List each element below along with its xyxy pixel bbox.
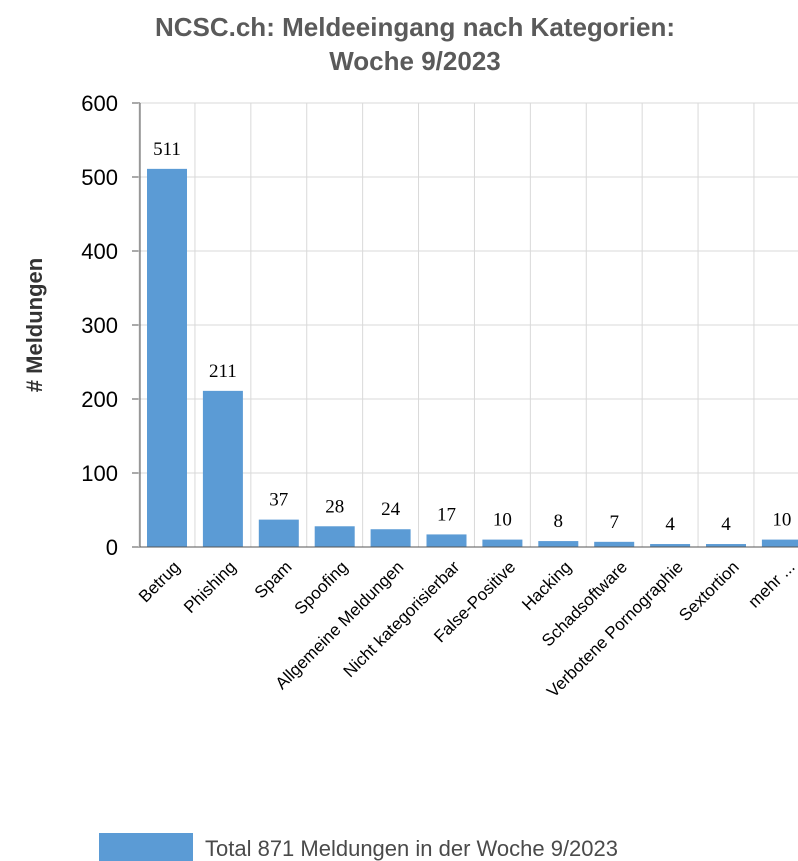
data-label: 7 bbox=[609, 512, 619, 533]
y-tick-label: 0 bbox=[106, 535, 118, 560]
data-label: 511 bbox=[153, 139, 181, 160]
x-tick-label: Hacking bbox=[518, 557, 575, 614]
legend-swatch bbox=[99, 833, 193, 861]
data-labels: 511 211 37 28 24 17 10 8 7 4 4 10 bbox=[153, 139, 791, 535]
data-label: 211 bbox=[209, 361, 237, 382]
data-label: 8 bbox=[554, 511, 564, 532]
bar-11 bbox=[761, 539, 798, 547]
chart-title-line2: Woche 9/2023 bbox=[329, 46, 501, 76]
grid-lines bbox=[132, 102, 798, 548]
bar-1 bbox=[202, 390, 243, 547]
bar-7 bbox=[538, 541, 579, 547]
data-label: 17 bbox=[437, 504, 456, 525]
axes bbox=[139, 103, 798, 548]
x-tick-label: Phishing bbox=[180, 557, 240, 617]
data-label: 24 bbox=[381, 499, 401, 520]
y-tick-label: 100 bbox=[81, 461, 118, 486]
legend-label: Total 871 Meldungen in der Woche 9/2023 bbox=[205, 836, 618, 861]
x-tick-label: Spam bbox=[251, 557, 296, 602]
data-label: 10 bbox=[772, 510, 791, 531]
y-tick-label: 400 bbox=[81, 239, 118, 264]
data-label: 4 bbox=[665, 514, 675, 535]
bar-4 bbox=[370, 529, 411, 547]
chart-title-line1: NCSC.ch: Meldeeingang nach Kategorien: bbox=[155, 12, 675, 42]
y-tick-label: 500 bbox=[81, 165, 118, 190]
data-label: 10 bbox=[493, 510, 512, 531]
bar-3 bbox=[314, 526, 355, 547]
bar-0 bbox=[147, 168, 187, 548]
data-label: 4 bbox=[721, 514, 731, 535]
x-tick-label: Sextortion bbox=[675, 557, 743, 625]
y-tick-label: 300 bbox=[81, 313, 118, 338]
y-tick-label: 200 bbox=[81, 387, 118, 412]
bar-5 bbox=[426, 534, 467, 547]
x-tick-label: Betrug bbox=[135, 557, 184, 606]
bar-2 bbox=[258, 519, 299, 547]
bars bbox=[147, 168, 798, 548]
bar-10 bbox=[706, 544, 746, 547]
data-label: 28 bbox=[325, 496, 344, 517]
y-tick-label: 600 bbox=[81, 91, 118, 116]
bar-9 bbox=[650, 544, 691, 547]
data-label: 37 bbox=[269, 490, 288, 511]
x-tick-label: mehr ... bbox=[745, 557, 798, 611]
y-axis-label: # Meldungen bbox=[22, 258, 47, 392]
bar-6 bbox=[482, 539, 523, 547]
bar-8 bbox=[594, 541, 635, 547]
